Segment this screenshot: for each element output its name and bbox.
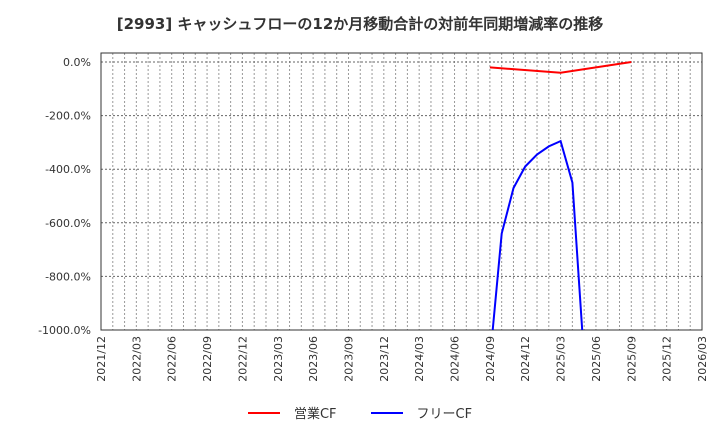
y-tick-label: -400.0% [45,163,91,176]
y-tick-label: 0.0% [63,56,91,69]
x-tick-label: 2025/06 [590,336,603,382]
x-tick-label: 2023/12 [378,336,391,382]
x-tick-label: 2024/12 [519,336,532,382]
x-tick-label: 2024/09 [484,336,497,382]
x-tick-label: 2023/09 [342,336,355,382]
x-tick-label: 2025/12 [661,336,674,382]
legend-label: フリーCF [416,407,473,422]
y-tick-label: -1000.0% [38,324,91,337]
x-tick-label: 2022/12 [236,336,249,382]
x-tick-label: 2024/06 [449,336,462,382]
y-tick-label: -600.0% [45,217,91,230]
chart-title: [2993] キャッシュフローの12か月移動合計の対前年同期増減率の推移 [116,15,604,33]
x-tick-label: 2022/03 [130,336,143,382]
legend-label: 営業CF [293,407,337,422]
series-line-operating-cf [489,61,632,74]
legend: 営業CF フリーCF [0,403,720,422]
legend-swatch-blue [370,411,403,414]
line-chart: 0.0% -200.0% -400.0% -600.0% -800.0% -1000.0%… [38,52,709,382]
x-tick-label: 2022/09 [201,336,214,382]
x-tick-label: 2025/09 [625,336,638,382]
x-tick-label: 2023/03 [272,336,285,382]
legend-item-free-cf: フリーCF [370,403,473,422]
series-line-free-cf [491,139,584,330]
x-tick-label: 2024/03 [413,336,426,382]
y-tick-label: -800.0% [45,270,91,283]
legend-swatch-red [247,411,280,414]
x-tick-label: 2022/06 [166,336,179,382]
plot-frame [100,52,703,331]
y-tick-label: -200.0% [45,110,91,123]
x-tick-label: 2025/03 [555,336,568,382]
x-tick-label: 2026/03 [696,336,709,382]
x-tick-label: 2021/12 [95,336,108,382]
x-tick-label: 2023/06 [307,336,320,382]
legend-item-operating-cf: 営業CF [247,403,337,422]
